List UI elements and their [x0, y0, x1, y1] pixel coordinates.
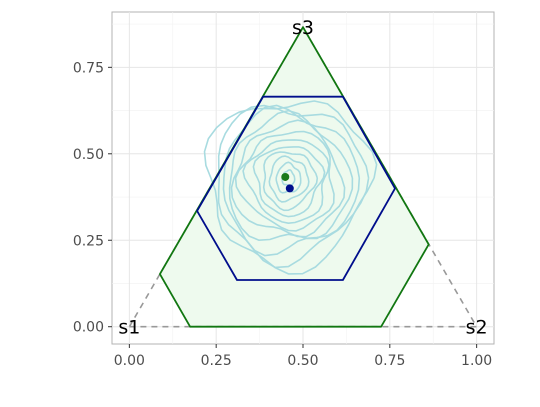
x-tick-label: 0.00	[114, 353, 145, 369]
x-tick-label: 0.25	[201, 353, 232, 369]
y-tick-label: 0.50	[73, 147, 104, 163]
inner-hexagon-outline	[196, 95, 396, 281]
vertex-label-s1: s1	[118, 317, 140, 339]
blue-point	[285, 184, 294, 193]
vertex-label-s3: s3	[292, 17, 314, 39]
data-layer	[128, 25, 478, 328]
density-contour	[268, 155, 310, 203]
density-contour	[242, 139, 330, 224]
green-point	[281, 172, 290, 181]
density-contour	[262, 151, 319, 212]
y-tick-label: 0.75	[73, 60, 104, 76]
density-contour	[217, 104, 370, 269]
density-contour	[234, 130, 335, 232]
x-tick-label: 0.50	[287, 353, 318, 369]
density-contour	[275, 161, 302, 194]
x-tick-label: 0.75	[374, 353, 405, 369]
y-tick-label: 0.25	[73, 233, 104, 249]
vertex-label-s2: s2	[466, 317, 488, 339]
density-contour	[252, 146, 326, 218]
x-tick-label: 1.00	[461, 353, 492, 369]
y-tick-label: 0.00	[73, 320, 104, 336]
tick-layer: 0.00 0.25 0.50 0.75 1.00 0.00 0.25 0.50 0.75 s1 s2…	[73, 17, 492, 369]
density-contour	[230, 119, 346, 238]
density-contour	[203, 100, 378, 275]
